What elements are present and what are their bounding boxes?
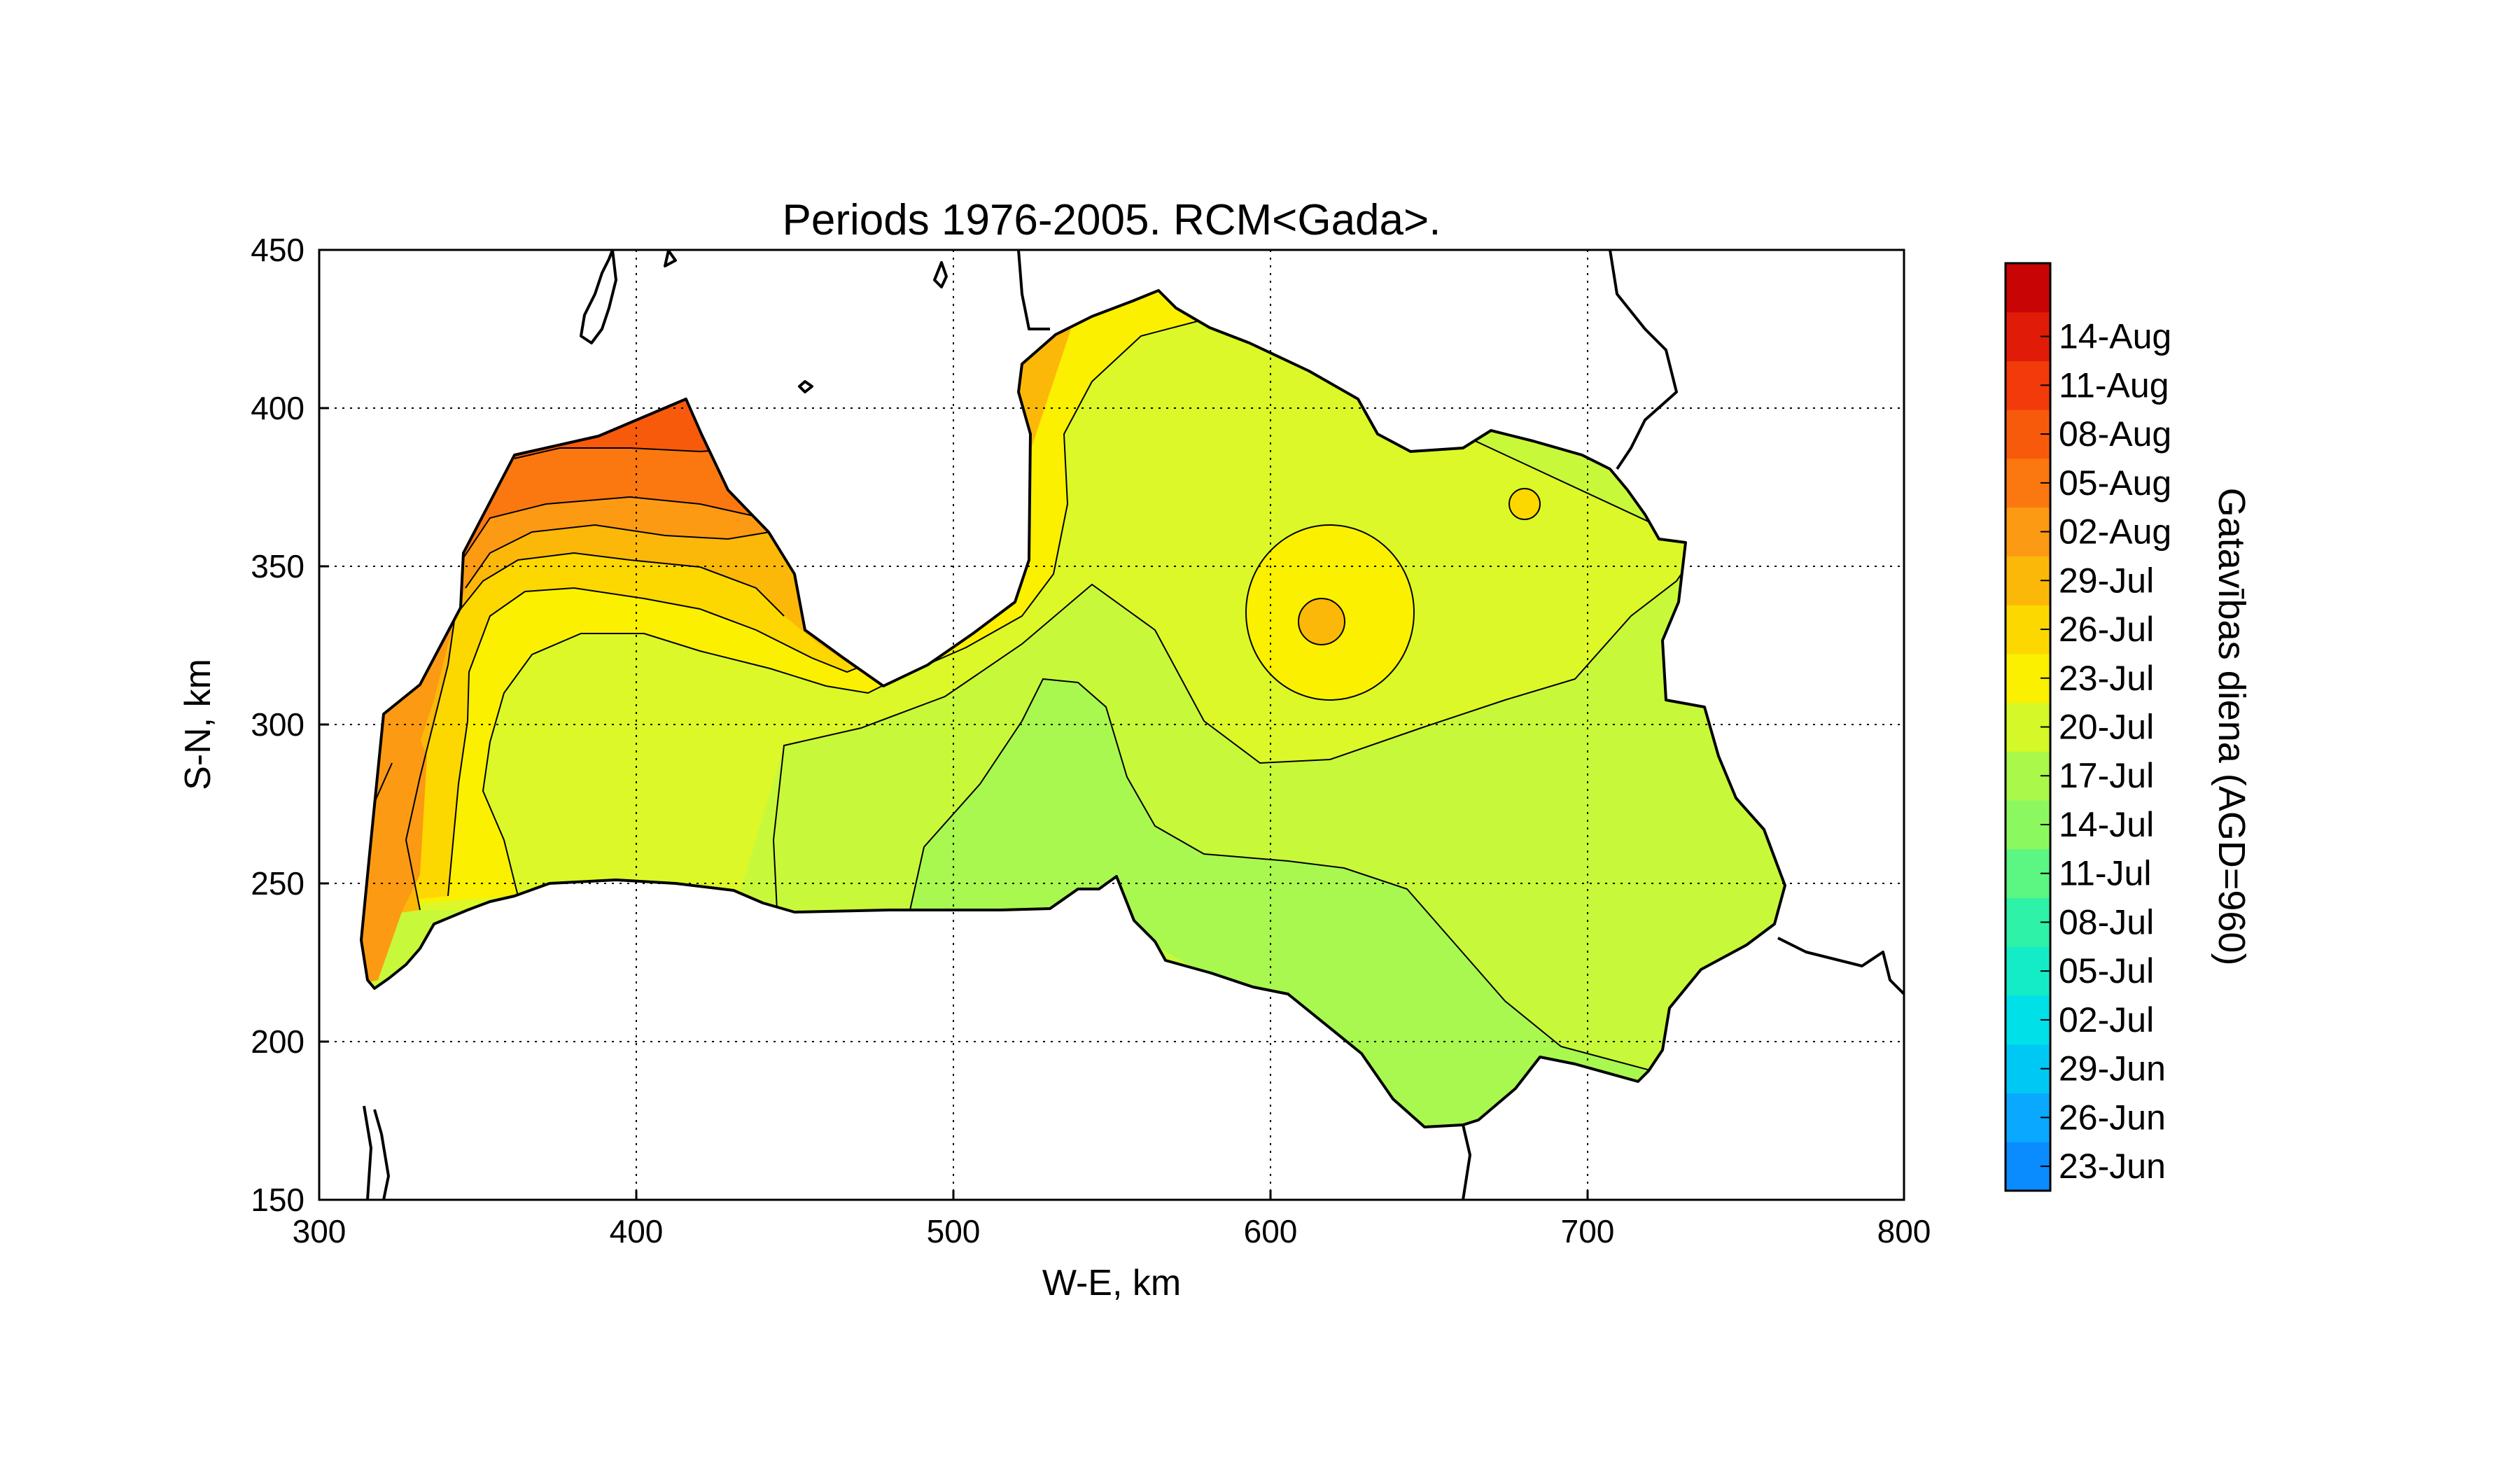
x-tick-label: 400 xyxy=(610,1213,664,1250)
y-tick-label: 250 xyxy=(251,865,304,902)
colorbar-tick-label: 02-Aug xyxy=(2059,512,2171,552)
y-tick-label: 150 xyxy=(251,1182,304,1218)
hill-inner xyxy=(1298,598,1345,645)
y-tick-label: 300 xyxy=(251,706,304,743)
colorbar-blocks xyxy=(2005,263,2050,1191)
colorbar-tick-label: 11-Jul xyxy=(2059,854,2151,893)
y-tick-label: 450 xyxy=(251,232,304,268)
chart-title: Periods 1976-2005. RCM<Gada>. xyxy=(783,196,1441,244)
x-tick-label: 500 xyxy=(927,1213,981,1250)
colorbar-tick-label: 20-Jul xyxy=(2059,708,2154,747)
colorbar-ticks: 23-Jun 26-Jun 29-Jun 02-Jul 05-Jul 08-Jul 11-J… xyxy=(2040,317,2171,1186)
x-tick-label: 700 xyxy=(1561,1213,1615,1250)
y-tick-label: 350 xyxy=(251,548,304,584)
hill-east xyxy=(1509,489,1540,519)
x-tick-label: 600 xyxy=(1244,1213,1298,1250)
x-tick-label: 800 xyxy=(1877,1213,1931,1250)
y-tick-label: 400 xyxy=(251,390,304,426)
colorbar-tick-label: 08-Aug xyxy=(2059,414,2171,454)
colorbar: 23-Jun 26-Jun 29-Jun 02-Jul 05-Jul 08-Jul 11-J… xyxy=(2004,262,2253,1192)
colorbar-tick-label: 29-Jun xyxy=(2059,1049,2166,1088)
colorbar-tick-label: 17-Jul xyxy=(2059,756,2154,795)
y-axis-label: S-N, km xyxy=(178,659,218,790)
colorbar-block xyxy=(2005,263,2050,313)
colorbar-tick-label: 05-Jul xyxy=(2059,951,2154,990)
colorbar-tick-label: 02-Jul xyxy=(2059,1000,2154,1040)
colorbar-tick-label: 26-Jul xyxy=(2059,610,2154,649)
tick-marks xyxy=(318,407,1589,1200)
colorbar-tick-label: 29-Jul xyxy=(2059,561,2154,600)
colorbar-tick-label: 05-Aug xyxy=(2059,463,2171,503)
colorbar-tick-label: 23-Jun xyxy=(2059,1147,2166,1186)
colorbar-tick-label: 14-Jul xyxy=(2059,805,2154,844)
contour-lines xyxy=(363,314,1702,1075)
x-axis-label: W-E, km xyxy=(1042,1263,1181,1303)
x-tick-labels: 300 400 500 600 700 800 xyxy=(293,1213,1931,1250)
coastline xyxy=(360,250,1904,1200)
colorbar-tick-label: 11-Aug xyxy=(2059,365,2169,405)
x-tick-label: 300 xyxy=(293,1213,346,1250)
y-tick-label: 200 xyxy=(251,1023,304,1060)
colorbar-label: Gatavības diena (AGD=960) xyxy=(2211,488,2253,966)
colorbar-tick-label: 08-Jul xyxy=(2059,902,2154,941)
colorbar-tick-label: 23-Jul xyxy=(2059,659,2154,698)
y-tick-labels: 150 200 250 300 350 400 450 xyxy=(251,232,304,1218)
band-14jul xyxy=(910,679,1666,1127)
colorbar-tick-label: 14-Aug xyxy=(2059,317,2171,356)
colorbar-tick-label: 26-Jun xyxy=(2059,1098,2166,1137)
